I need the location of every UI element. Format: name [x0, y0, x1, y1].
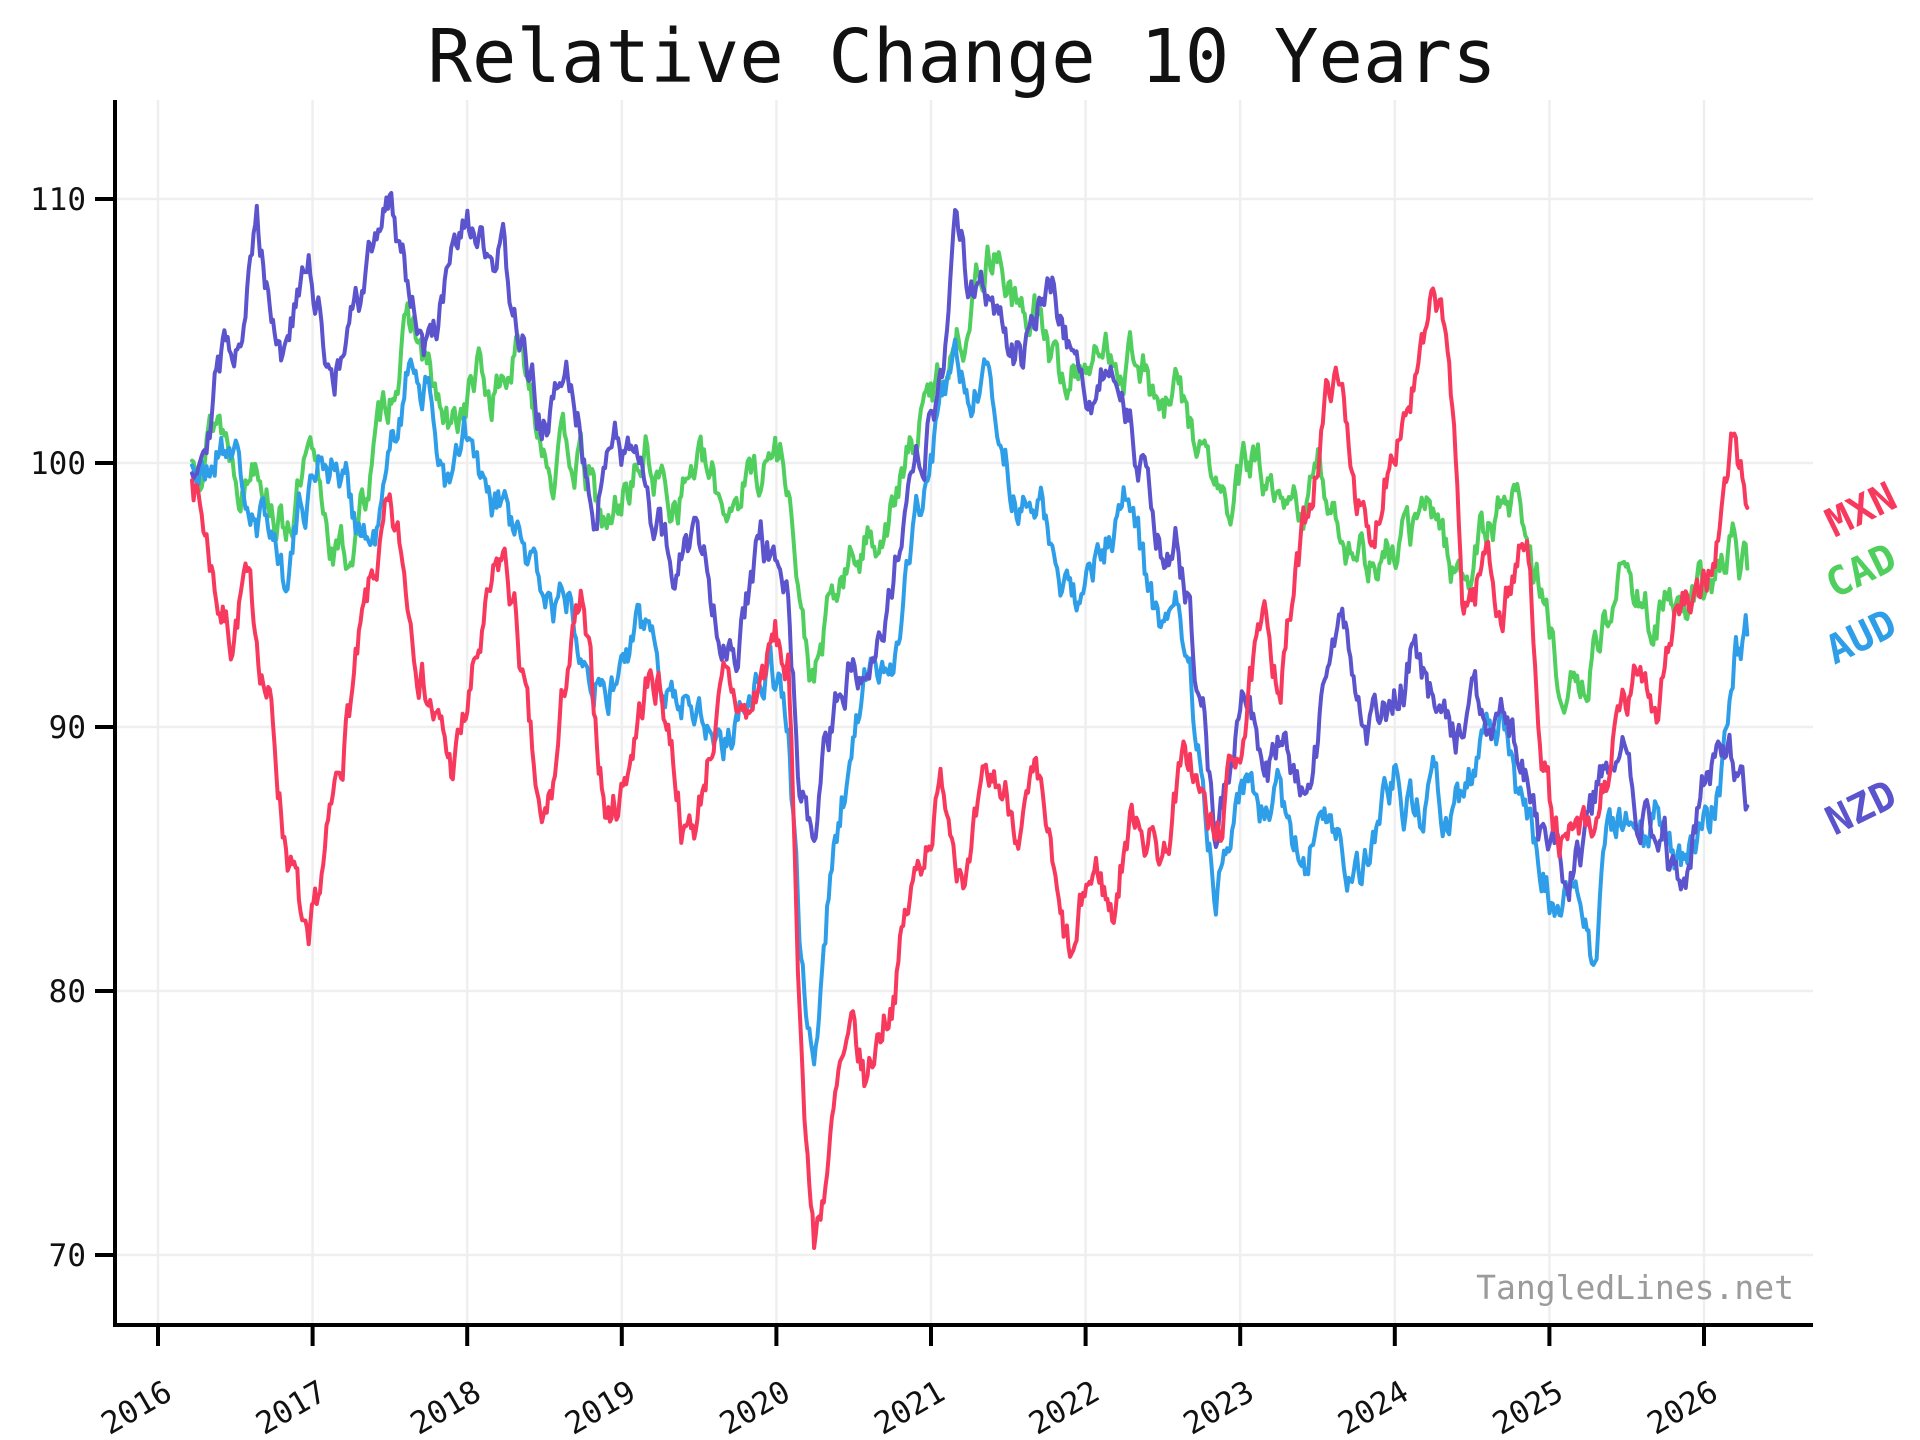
x-tick-label: 2022	[1023, 1374, 1106, 1440]
series-line-AUD	[190, 337, 1750, 1067]
x-tick-label: 2019	[559, 1374, 642, 1440]
series-line-MXN	[190, 286, 1750, 1250]
legend-label-CAD: CAD	[1819, 535, 1904, 608]
x-tick-label: 2020	[714, 1374, 797, 1440]
x-tick-label: 2025	[1487, 1374, 1570, 1440]
x-tick-label: 2017	[250, 1374, 333, 1440]
y-tick-label: 70	[49, 1238, 86, 1274]
chart-title: Relative Change 10 Years	[427, 14, 1497, 100]
y-tick-label: 90	[49, 710, 86, 746]
legend-label-MXN: MXN	[1819, 474, 1904, 547]
x-tick-label: 2018	[405, 1374, 488, 1440]
series-line-NZD	[190, 191, 1750, 903]
x-tick-label: 2016	[95, 1374, 178, 1440]
x-tick-label: 2021	[868, 1374, 951, 1440]
y-tick-label: 110	[30, 182, 86, 218]
legend-label-AUD: AUD	[1819, 601, 1904, 674]
legend-label-NZD: NZD	[1819, 772, 1904, 845]
x-tick-label: 2023	[1178, 1374, 1261, 1440]
y-tick-label: 80	[49, 974, 86, 1010]
series-line-CAD	[190, 244, 1750, 715]
y-tick-label: 100	[30, 446, 86, 482]
x-tick-label: 2026	[1641, 1374, 1724, 1440]
watermark: TangledLines.net	[1476, 1268, 1794, 1307]
x-tick-label: 2024	[1332, 1374, 1415, 1440]
